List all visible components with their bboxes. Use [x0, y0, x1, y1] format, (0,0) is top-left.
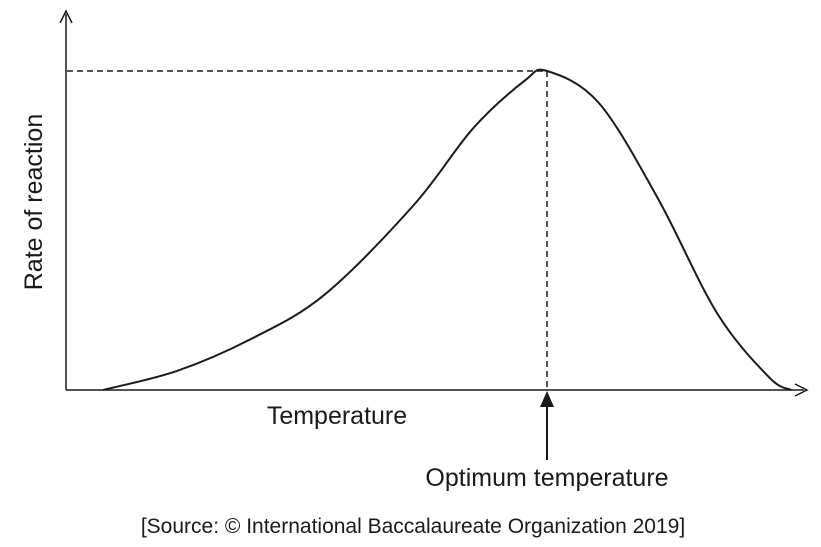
- rate-curve: [102, 68, 792, 391]
- x-axis-label: Temperature: [267, 402, 407, 430]
- optimum-arrow-head: [540, 391, 554, 407]
- source-caption: [Source: © International Baccalaureate O…: [141, 515, 685, 538]
- y-axis-arrowhead: [59, 9, 73, 24]
- optimum-temperature-label: Optimum temperature: [425, 464, 668, 492]
- x-axis-arrowhead: [794, 383, 809, 397]
- y-axis-label: Rate of reaction: [20, 114, 48, 291]
